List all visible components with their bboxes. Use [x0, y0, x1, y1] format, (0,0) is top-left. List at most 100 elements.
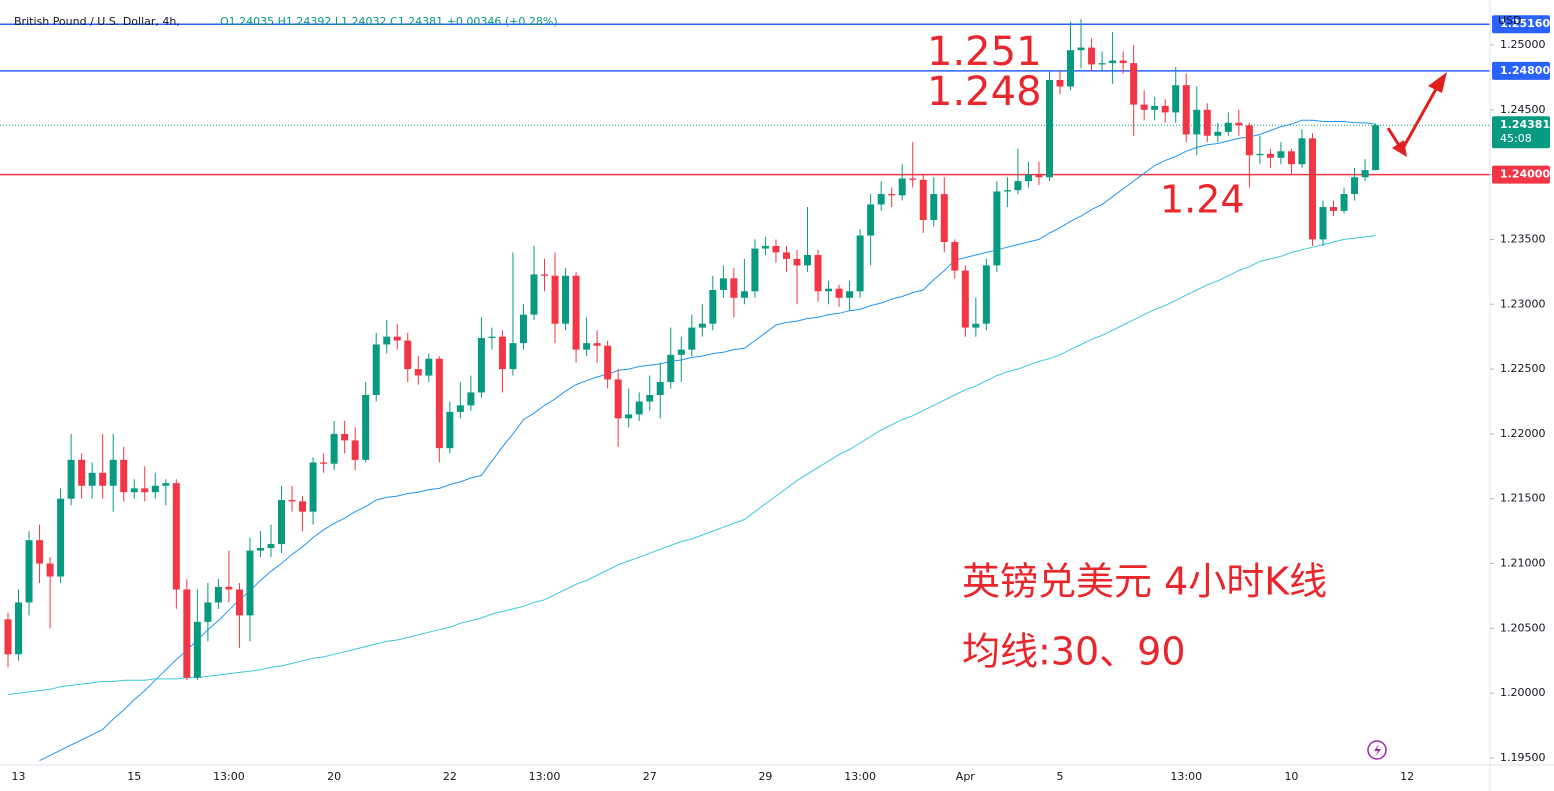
candle-body — [246, 550, 254, 616]
moving-average — [7, 235, 1376, 695]
candle-body — [1172, 85, 1180, 113]
countdown: 45:08 — [1500, 132, 1532, 145]
price-level-label: 1.24000 — [1500, 168, 1550, 181]
candle-body — [1088, 47, 1096, 65]
candle-body — [477, 337, 485, 393]
candle-body — [719, 278, 727, 291]
x-tick-label: 22 — [443, 770, 457, 783]
annotation: 英镑兑美元 4小时K线 — [962, 560, 1327, 604]
candle-body — [1235, 122, 1243, 126]
candle-body — [1224, 122, 1232, 132]
candle-body — [804, 255, 812, 266]
x-tick-label: 12 — [1400, 770, 1414, 783]
candle-body — [1340, 194, 1348, 211]
candle-body — [393, 336, 401, 341]
candle-body — [1266, 153, 1274, 158]
price-level-box — [1492, 61, 1550, 80]
candle-body — [1003, 190, 1011, 192]
candle-body — [151, 485, 159, 493]
candle-body — [593, 343, 601, 346]
candle-body — [57, 498, 65, 577]
candle-body — [677, 349, 685, 355]
y-tick-label: 1.19500 — [1500, 751, 1546, 764]
candle-body — [1203, 109, 1211, 136]
candle-body — [625, 414, 633, 419]
candle-body — [172, 483, 180, 590]
candle-body — [120, 459, 128, 493]
candle-body — [667, 354, 675, 383]
candle-body — [867, 204, 875, 236]
y-tick-label: 1.23000 — [1500, 297, 1546, 310]
candle-body — [919, 179, 927, 220]
alert-icon[interactable] — [1367, 740, 1387, 760]
y-tick-label: 1.21500 — [1500, 492, 1546, 505]
candle-body — [562, 275, 570, 324]
arrow-head — [1392, 140, 1407, 157]
candle-body — [225, 586, 233, 590]
candle-body — [36, 540, 44, 564]
candle-body — [404, 340, 412, 370]
x-tick-label: 27 — [643, 770, 657, 783]
candle-body — [614, 379, 622, 419]
price-level-box — [1492, 15, 1550, 34]
candle-body — [1298, 138, 1306, 165]
x-tick-label: 13:00 — [1170, 770, 1202, 783]
y-tick-label: 1.23500 — [1500, 232, 1546, 245]
candle-body — [414, 369, 422, 376]
candle-body — [256, 547, 264, 551]
candle-body — [846, 291, 854, 298]
y-tick-label: 1.25000 — [1500, 38, 1546, 51]
candle-body — [99, 472, 107, 486]
candle-body — [814, 255, 822, 292]
candle-body — [235, 589, 243, 616]
x-tick-label: Apr — [956, 770, 976, 783]
x-tick-label: 13:00 — [844, 770, 876, 783]
candle-body — [320, 462, 328, 464]
candle-body — [183, 589, 191, 678]
candle-body — [519, 314, 527, 344]
candle-body — [1351, 177, 1359, 195]
candle-body — [435, 358, 443, 449]
candle-body — [930, 194, 938, 220]
candle-body — [951, 242, 959, 271]
candle-body — [330, 433, 338, 464]
candle-body — [1098, 63, 1106, 65]
candle-body — [972, 323, 980, 328]
candle-body — [425, 358, 433, 376]
candle-body — [214, 586, 222, 603]
candle-body — [162, 483, 170, 486]
candle-body — [1024, 174, 1032, 182]
candle-body — [583, 343, 591, 350]
candle-body — [88, 472, 96, 486]
candle-body — [782, 252, 790, 259]
candle-body — [993, 191, 1001, 266]
x-tick-label: 13:00 — [213, 770, 245, 783]
candle-body — [1140, 104, 1148, 110]
candle-body — [383, 336, 391, 345]
candle-body — [25, 540, 33, 603]
candle-body — [309, 462, 317, 512]
candle-body — [1067, 50, 1075, 87]
candle-body — [877, 194, 885, 205]
y-tick-label: 1.20000 — [1500, 686, 1546, 699]
moving-average — [39, 119, 1376, 762]
candle-body — [772, 245, 780, 253]
ohlc-legend: O1.24035 H1.24392 L1.24032 C1.24381 +0.0… — [220, 15, 558, 28]
candle-body — [351, 440, 359, 460]
candle-body — [551, 275, 559, 324]
candle-body — [940, 194, 948, 243]
candle-body — [1319, 207, 1327, 240]
candle-body — [498, 336, 506, 370]
last-price-label: 1.24381 — [1500, 118, 1550, 131]
candle-body — [961, 270, 969, 328]
candle-body — [1256, 153, 1264, 156]
y-tick-label: 1.20500 — [1500, 621, 1546, 634]
arrow — [1400, 81, 1442, 151]
candle-body — [1014, 181, 1022, 191]
candle-body — [709, 290, 717, 324]
y-tick-label: 1.22000 — [1500, 427, 1546, 440]
candle-body — [1035, 174, 1043, 178]
candle-body — [456, 405, 464, 412]
candle-body — [130, 488, 138, 493]
